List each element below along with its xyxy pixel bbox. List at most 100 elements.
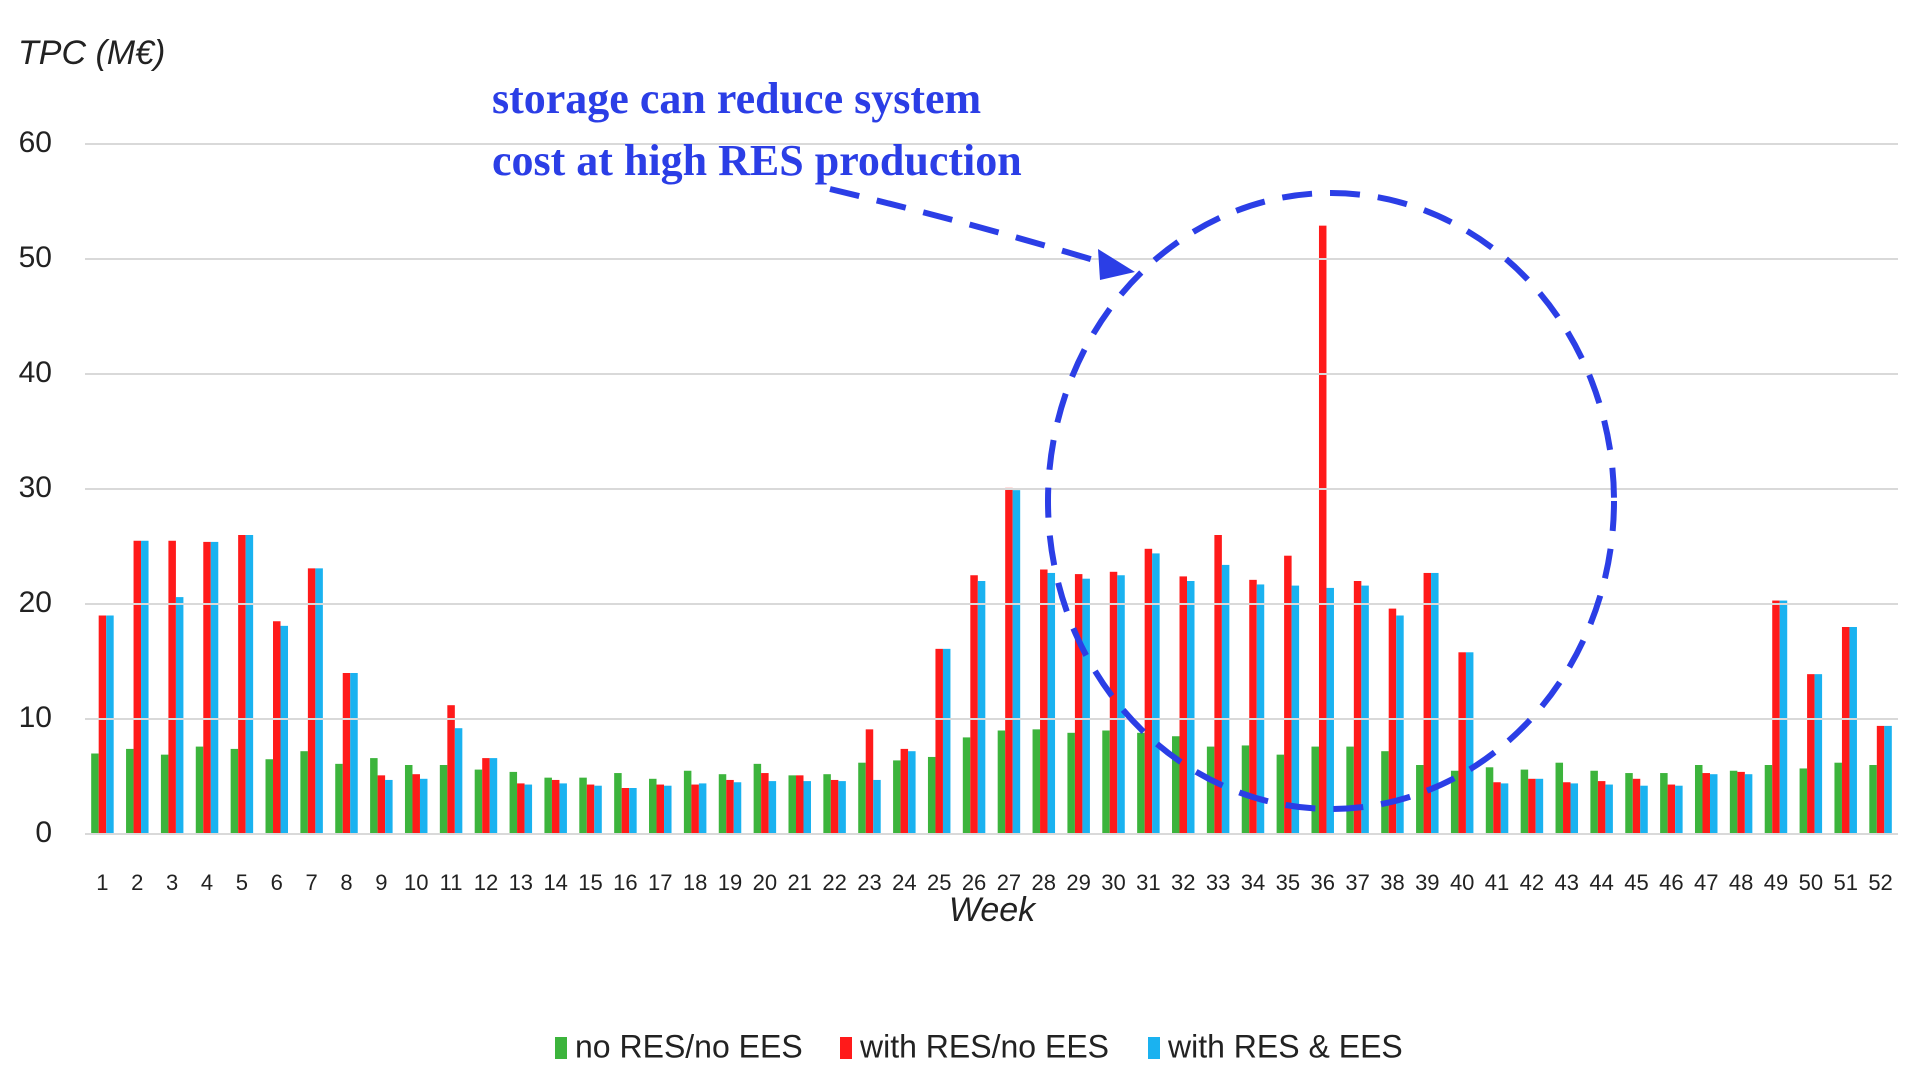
x-tick-label: 51 <box>1833 870 1857 895</box>
x-tick-label: 14 <box>543 870 567 895</box>
x-tick-label: 21 <box>787 870 811 895</box>
bar <box>621 788 630 834</box>
bar <box>1485 767 1494 834</box>
x-tick-label: 13 <box>509 870 533 895</box>
bar <box>656 784 665 834</box>
bar <box>1779 600 1788 834</box>
bar <box>175 597 184 834</box>
bar <box>342 673 351 834</box>
annotation: cost at high RES production <box>492 136 1022 185</box>
bar <box>586 784 595 834</box>
bar <box>559 783 567 834</box>
bar <box>1172 736 1180 834</box>
legend-label: with RES/no EES <box>859 1028 1109 1064</box>
bar <box>1109 571 1118 834</box>
x-tick-label: 48 <box>1729 870 1753 895</box>
x-tick-label: 34 <box>1241 870 1265 895</box>
bar <box>1814 674 1823 834</box>
bar <box>594 785 602 834</box>
bar <box>830 779 839 834</box>
bar <box>307 568 316 834</box>
bar <box>935 648 943 834</box>
x-tick-label: 1 <box>96 870 108 895</box>
bar <box>1249 579 1257 834</box>
bar <box>698 783 707 834</box>
bar <box>1284 555 1292 834</box>
bar <box>350 673 358 834</box>
bar <box>1152 553 1160 834</box>
y-tick-label: 40 <box>19 356 52 389</box>
x-tick-label: 36 <box>1310 870 1334 895</box>
bar <box>300 751 308 834</box>
x-tick-label: 5 <box>236 870 248 895</box>
bar <box>1694 765 1703 834</box>
bar <box>865 729 874 834</box>
bar <box>726 779 734 834</box>
bar <box>1137 732 1145 834</box>
bar <box>1082 578 1090 834</box>
x-tick-label: 40 <box>1450 870 1474 895</box>
bar <box>1187 581 1195 834</box>
bar <box>962 737 971 834</box>
bar <box>195 746 204 834</box>
bar <box>377 775 386 834</box>
y-tick-label: 20 <box>19 586 52 619</box>
bar <box>1597 781 1606 834</box>
bar <box>238 535 246 834</box>
bar <box>718 774 727 834</box>
bar <box>1450 770 1459 834</box>
x-tick-label: 35 <box>1276 870 1300 895</box>
bar <box>1102 730 1110 834</box>
bar <box>1311 746 1319 834</box>
x-tick-label: 32 <box>1171 870 1195 895</box>
bar <box>1500 783 1509 834</box>
bar <box>1660 773 1668 834</box>
bar <box>168 540 176 834</box>
x-tick-label: 8 <box>340 870 352 895</box>
legend-swatch <box>555 1037 567 1059</box>
bar <box>858 762 866 834</box>
arrow-head <box>1098 249 1135 280</box>
bar <box>803 781 811 834</box>
x-tick-label: 20 <box>753 870 777 895</box>
bar <box>133 540 142 834</box>
x-tick-label: 19 <box>718 870 742 895</box>
bar <box>1361 585 1369 834</box>
bar <box>614 773 622 834</box>
x-tick-label: 10 <box>404 870 428 895</box>
bar <box>412 774 420 834</box>
bar <box>1117 575 1125 834</box>
bar <box>210 541 219 834</box>
bar <box>1807 674 1815 834</box>
y-tick-label: 0 <box>35 816 52 849</box>
x-tick-label: 42 <box>1520 870 1544 895</box>
x-tick-label: 28 <box>1032 870 1056 895</box>
bar <box>1702 773 1710 834</box>
x-tick-label: 46 <box>1659 870 1683 895</box>
bar <box>927 756 936 834</box>
bar <box>942 648 951 834</box>
x-tick-label: 44 <box>1589 870 1613 895</box>
bar <box>1772 600 1780 834</box>
bar <box>1625 773 1633 834</box>
bar <box>1632 778 1641 834</box>
bar <box>454 728 463 834</box>
bar <box>1799 768 1808 834</box>
bar <box>683 770 692 834</box>
bar <box>629 788 637 834</box>
bar <box>1737 771 1745 834</box>
x-tick-label: 22 <box>822 870 846 895</box>
bar <box>230 748 239 834</box>
highlight-circle <box>1045 190 1617 812</box>
x-tick-label: 52 <box>1868 870 1892 895</box>
bar <box>1563 782 1571 834</box>
bar <box>1144 548 1153 834</box>
bar <box>1834 762 1842 834</box>
bar <box>280 625 289 834</box>
bar <box>1764 765 1773 834</box>
bar <box>1047 572 1056 834</box>
bar <box>1241 745 1250 834</box>
bar <box>1396 615 1404 834</box>
x-tick-label: 33 <box>1206 870 1230 895</box>
